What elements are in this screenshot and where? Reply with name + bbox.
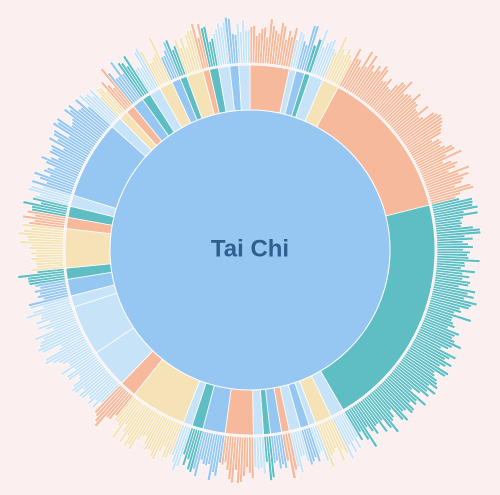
leaf-segment[interactable] [35, 249, 64, 253]
middle-segment[interactable] [64, 228, 112, 269]
outer-ring [17, 16, 482, 484]
leaf-segment[interactable] [436, 245, 474, 249]
leaf-segment[interactable] [30, 251, 64, 256]
leaf-segment[interactable] [246, 28, 251, 64]
root-segment[interactable] [109, 109, 391, 391]
root-label: Tai Chi [211, 235, 289, 262]
